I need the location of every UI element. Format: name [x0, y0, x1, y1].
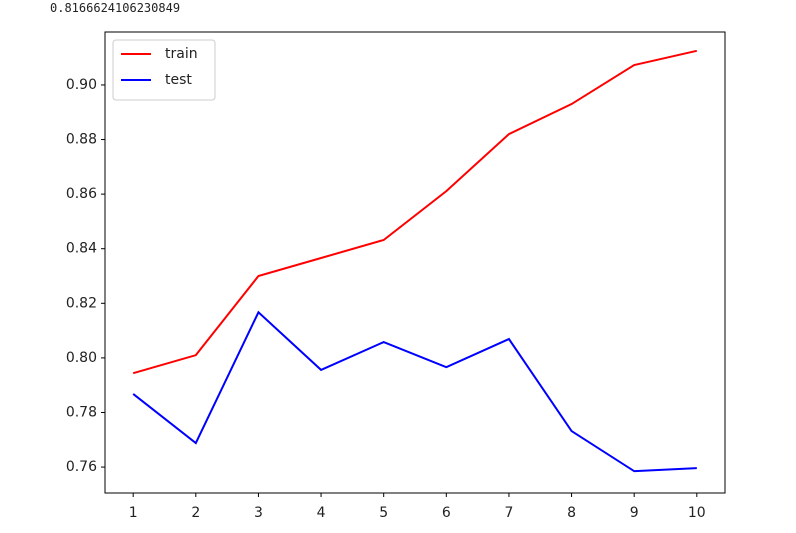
x-tick-label: 3 — [254, 505, 263, 521]
line — [132, 49, 698, 375]
x-tick-label: 7 — [504, 505, 513, 521]
y-tick-label: 0.84 — [66, 241, 97, 257]
y-tick-label: 0.88 — [66, 132, 97, 148]
y-tick-label: 0.80 — [66, 350, 97, 366]
y-tick-label: 0.86 — [66, 186, 97, 202]
y-tick-label: 0.76 — [66, 459, 97, 475]
legend-label: train — [165, 46, 198, 62]
x-tick-label: 10 — [688, 505, 706, 521]
y-tick-label: 0.82 — [66, 295, 97, 311]
x-tick-label: 9 — [630, 505, 639, 521]
x-tick-label: 1 — [129, 505, 138, 521]
x-tick-label: 6 — [442, 505, 451, 521]
line — [132, 310, 697, 473]
output-text: 0.8166624106230849 — [50, 1, 181, 15]
legend-label: test — [165, 72, 192, 88]
x-tick-label: 8 — [567, 505, 576, 521]
x-tick-label: 4 — [317, 505, 326, 521]
y-tick-label: 0.78 — [66, 404, 97, 420]
legend-box — [112, 39, 216, 101]
y-tick-label: 0.90 — [66, 77, 97, 93]
x-tick-label: 5 — [379, 505, 388, 521]
x-tick-label: 2 — [191, 505, 200, 521]
axes-frame — [104, 31, 726, 494]
